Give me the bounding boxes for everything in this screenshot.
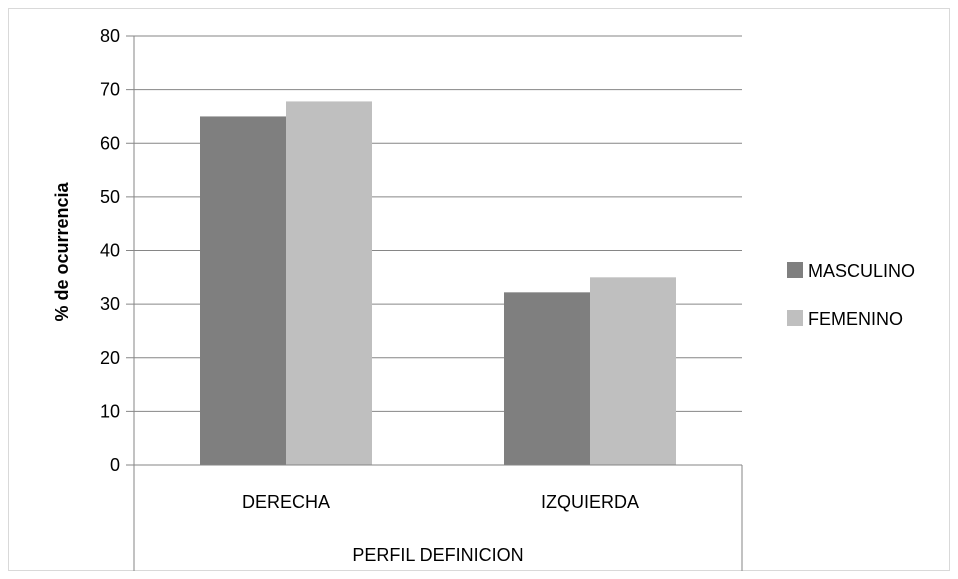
chart-frame (8, 8, 950, 571)
y-tick-label: 0 (110, 455, 120, 475)
y-axis-title: % de ocurrencia (52, 181, 72, 321)
x-axis-title: PERFIL DEFINICION (352, 545, 523, 565)
bars (200, 101, 676, 466)
x-category-labels: DERECHA IZQUIERDA (242, 492, 639, 512)
y-tick-label: 30 (100, 294, 120, 314)
x-category-label: IZQUIERDA (541, 492, 639, 512)
legend: MASCULINO FEMENINO (787, 261, 915, 329)
legend-label-masculino: MASCULINO (808, 261, 915, 281)
axes (133, 36, 743, 571)
legend-swatch-femenino (787, 310, 803, 326)
y-tick-label: 60 (100, 133, 120, 153)
y-tick-labels: 0 10 20 30 40 50 60 70 80 (100, 26, 120, 475)
bar-femenino-derecha (286, 101, 372, 466)
legend-swatch-masculino (787, 262, 803, 278)
y-tick-label: 10 (100, 401, 120, 421)
y-tick-label: 40 (100, 241, 120, 261)
y-tick-label: 70 (100, 80, 120, 100)
bar-femenino-izquierda (590, 277, 676, 465)
legend-label-femenino: FEMENINO (808, 309, 903, 329)
bar-masculino-derecha (200, 116, 286, 465)
bar-masculino-izquierda (504, 292, 590, 465)
y-tick-label: 80 (100, 26, 120, 46)
x-category-label: DERECHA (242, 492, 330, 512)
y-tick-label: 20 (100, 348, 120, 368)
y-tick-label: 50 (100, 187, 120, 207)
